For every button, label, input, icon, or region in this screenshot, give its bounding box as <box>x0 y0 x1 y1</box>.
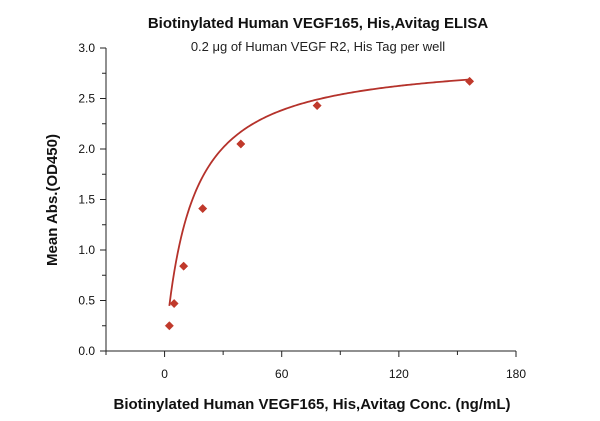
y-tick-label: 0.5 <box>78 294 95 308</box>
x-axis-title: Biotinylated Human VEGF165, His,Avitag C… <box>114 396 511 413</box>
axes <box>105 48 516 352</box>
tick-labels: 0 60 120 180 0.0 0.5 1.0 1.5 2.0 2.5 3.0 <box>78 41 526 381</box>
y-tick-label: 3.0 <box>78 41 95 55</box>
y-tick-label: 0.0 <box>78 344 95 358</box>
y-axis-title: Mean Abs.(OD450) <box>44 134 61 266</box>
data-point <box>236 139 246 149</box>
fit-layer <box>168 78 470 306</box>
y-tick-label: 1.0 <box>78 243 95 257</box>
points-layer <box>164 76 475 331</box>
y-tick-label: 1.5 <box>78 193 95 207</box>
y-tick-label: 2.0 <box>78 142 95 156</box>
x-tick-label: 180 <box>506 367 526 381</box>
data-point <box>164 321 174 331</box>
ticks <box>100 47 517 357</box>
data-point <box>198 204 208 214</box>
chart-subtitle: 0.2 μg of Human VEGF R2, His Tag per wel… <box>191 39 445 54</box>
data-point <box>169 298 179 309</box>
x-tick-label: 120 <box>389 367 409 381</box>
chart-title: Biotinylated Human VEGF165, His,Avitag E… <box>148 15 489 32</box>
fit-curve <box>168 78 470 306</box>
x-tick-label: 60 <box>275 367 289 381</box>
x-tick-label: 0 <box>161 367 168 381</box>
data-point <box>465 76 475 86</box>
data-point <box>312 101 322 111</box>
data-point <box>179 261 189 271</box>
y-tick-label: 2.5 <box>78 92 95 106</box>
